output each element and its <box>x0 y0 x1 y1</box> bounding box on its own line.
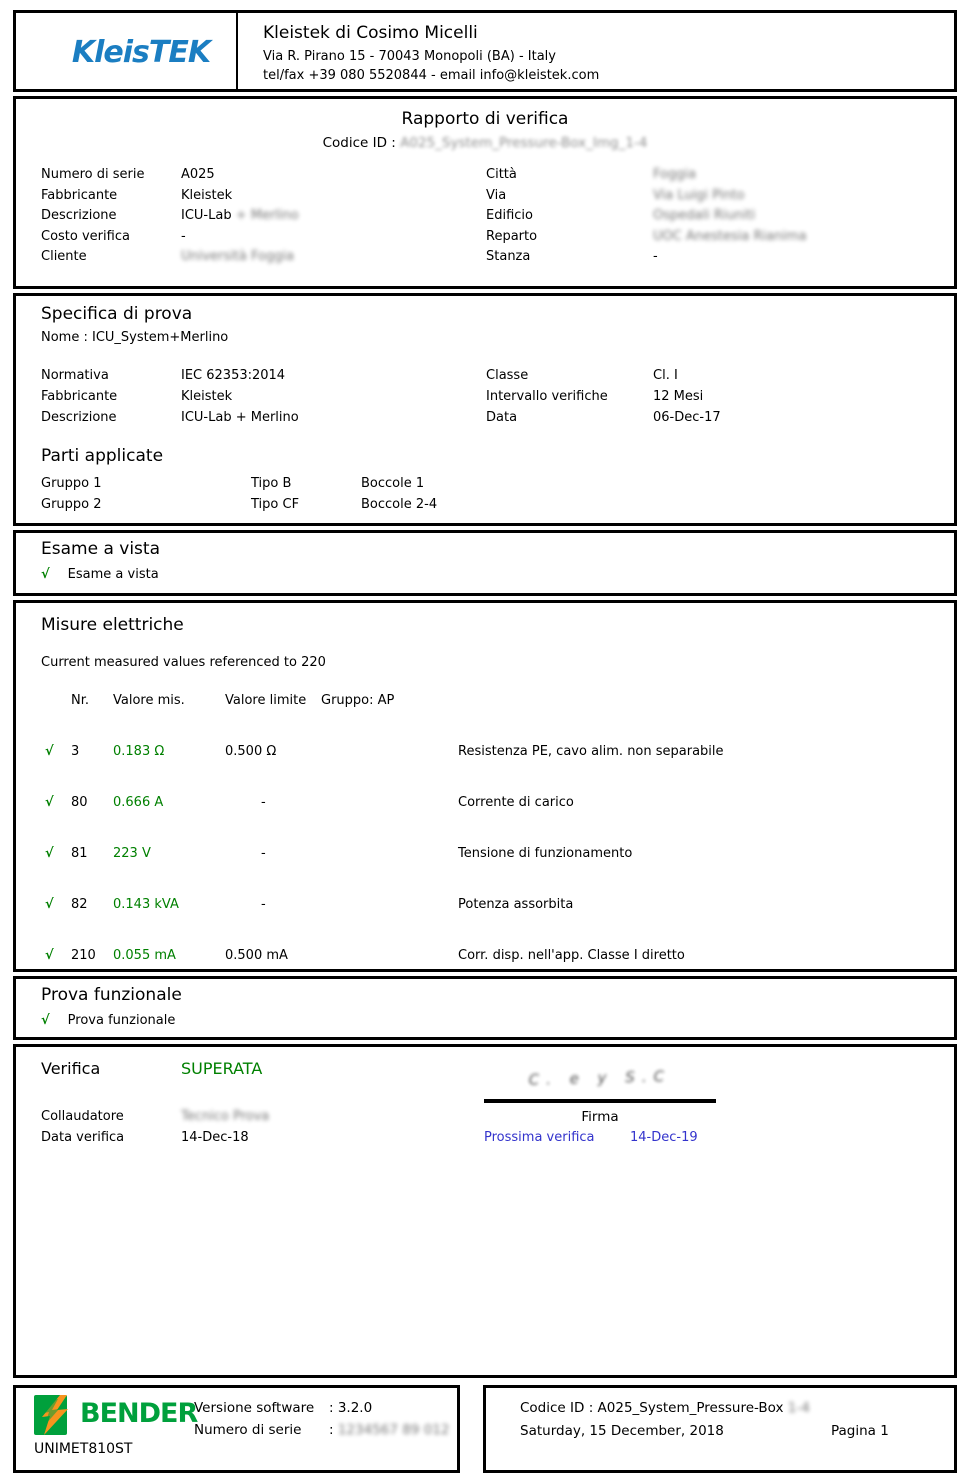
check-icon: √ <box>45 794 54 810</box>
spec-row: Classe Cl. I <box>486 368 678 383</box>
redacted-value: Tecnico Prova <box>181 1109 270 1124</box>
footer-date: Saturday, 15 December, 2018 <box>520 1423 724 1439</box>
spec-row: Intervallo verifiche 12 Mesi <box>486 389 704 404</box>
functional-test-row: √ Prova funzionale <box>41 1013 176 1028</box>
check-icon: √ <box>41 1013 50 1028</box>
info-row: Stanza - <box>486 249 658 264</box>
applied-part-row: Gruppo 2 Tipo CF Boccole 2-4 <box>41 497 438 512</box>
verification-result-section: Verifica SUPERATA C. e y S.C Firma Colla… <box>13 1044 957 1378</box>
visual-exam-row: √ Esame a vista <box>41 567 159 582</box>
signature-line <box>484 1099 716 1103</box>
spec-row: Data 06-Dec-17 <box>486 410 721 425</box>
firma-label: Firma <box>581 1109 619 1125</box>
info-row: Via Via Luigi Pinto <box>486 187 745 203</box>
info-row: Edificio Ospedali Riuniti <box>486 208 756 223</box>
electrical-measures-section: Misure elettriche Current measured value… <box>13 600 957 1319</box>
info-row: Numero di serie A025 <box>41 167 215 182</box>
redacted-value: Ospedali Riuniti <box>653 208 756 223</box>
measure-row: √ 82 0.143 kVA - Potenza assorbita <box>45 896 574 912</box>
spec-name: Nome : ICU_System+Merlino <box>41 330 229 345</box>
bender-logo-icon <box>34 1395 68 1435</box>
section-title: Esame a vista <box>41 539 160 559</box>
data-verifica-row: Data verifica 14-Dec-18 <box>41 1130 249 1145</box>
measure-row: √ 3 0.183 Ω 0.500 Ω Resistenza PE, cavo alim… <box>45 744 724 759</box>
info-row: Reparto UOC Anestesia Rianima <box>486 228 807 244</box>
info-row: Città Foggia <box>486 167 697 182</box>
spec-row: Normativa IEC 62353:2014 <box>41 368 286 383</box>
spec-row: Fabbricante Kleistek <box>41 389 233 404</box>
applied-parts-title: Parti applicate <box>41 446 164 466</box>
info-row: Cliente Università Foggia <box>41 249 295 264</box>
footer-codice-id: Codice ID : A025_System_Pressure-Box 1-4 <box>520 1400 810 1416</box>
applied-part-row: Gruppo 1 Tipo B Boccole 1 <box>41 476 425 491</box>
measure-row: √ 81 223 V - Tensione di funzionamento <box>45 845 633 861</box>
redacted-value: 1234567 89 012 <box>337 1422 450 1438</box>
section-title: Specifica di prova <box>41 304 193 324</box>
test-spec-section: Specifica di prova Nome : ICU_System+Mer… <box>13 293 957 526</box>
info-row: Costo verifica - <box>41 228 186 244</box>
header-divider <box>236 13 238 89</box>
check-icon: √ <box>45 845 54 861</box>
codice-id-label: Codice ID : <box>322 135 401 151</box>
check-icon: √ <box>45 896 54 912</box>
report-info-section: Rapporto di verifica Codice ID : A025_Sy… <box>13 96 957 289</box>
info-row: Fabbricante Kleistek <box>41 187 233 203</box>
software-version-row: Versione software: 3.2.0 <box>194 1400 373 1416</box>
check-icon: √ <box>45 744 54 759</box>
kleistek-logo: KleisTEK <box>71 35 211 70</box>
redacted-value: 1-4 <box>783 1400 810 1416</box>
info-row: Descrizione ICU-Lab + Merlino <box>41 208 299 223</box>
prossima-verifica-row: Prossima verifica 14-Dec-19 <box>484 1130 698 1145</box>
spec-row: Descrizione ICU-Lab + Merlino <box>41 410 299 425</box>
instrument-model: UNIMET810ST <box>34 1441 133 1457</box>
verifica-result: SUPERATA <box>181 1059 263 1078</box>
header-section: KleisTEK Kleistek di Cosimo Micelli Via … <box>13 10 957 92</box>
redacted-value: Università Foggia <box>181 249 295 264</box>
visual-exam-section: Esame a vista √ Esame a vista <box>13 530 957 596</box>
measure-row: √ 80 0.666 A - Corrente di carico <box>45 794 574 810</box>
section-title: Misure elettriche <box>41 615 184 635</box>
company-name: Kleistek di Cosimo Micelli <box>263 23 478 43</box>
measures-header-row: Nr. Valore mis. Valore limite Gruppo: AP <box>71 693 395 708</box>
company-contact: tel/fax +39 080 5520844 - email info@kle… <box>263 68 600 83</box>
bender-logo-text: BENDER <box>80 1398 198 1429</box>
check-icon: √ <box>41 567 50 582</box>
measures-note: Current measured values referenced to 22… <box>41 655 326 670</box>
measure-row: √ 210 0.055 mA 0.500 mA Corr. disp. nell'app… <box>45 947 685 963</box>
serial-number-row: Numero di serie: 1234567 89 012 <box>194 1422 450 1438</box>
verifica-label: Verifica <box>41 1059 101 1078</box>
report-title: Rapporto di verifica <box>401 109 569 129</box>
footer-instrument: BENDER UNIMET810ST Versione software: 3.… <box>13 1385 460 1473</box>
collaudatore-row: Collaudatore Tecnico Prova <box>41 1109 270 1124</box>
functional-test-section: Prova funzionale √ Prova funzionale <box>13 976 957 1040</box>
redacted-value: + Merlino <box>235 208 299 223</box>
codice-id-line: Codice ID : A025_System_Pressure-Box_Img… <box>16 135 954 151</box>
redacted-value: Foggia <box>653 167 697 182</box>
codice-id-value-redacted: A025_System_Pressure-Box_Img_1-4 <box>400 135 648 151</box>
company-address: Via R. Pirano 15 - 70043 Monopoli (BA) -… <box>263 49 556 64</box>
redacted-value: Via Luigi Pinto <box>653 187 745 203</box>
signature-scribble: C. e y S.C <box>528 1067 672 1089</box>
footer-page-number: Pagina 1 <box>831 1423 889 1439</box>
redacted-value: UOC Anestesia Rianima <box>653 228 807 244</box>
section-title: Prova funzionale <box>41 985 182 1005</box>
footer-document: Codice ID : A025_System_Pressure-Box 1-4… <box>483 1385 957 1473</box>
check-icon: √ <box>45 947 54 963</box>
